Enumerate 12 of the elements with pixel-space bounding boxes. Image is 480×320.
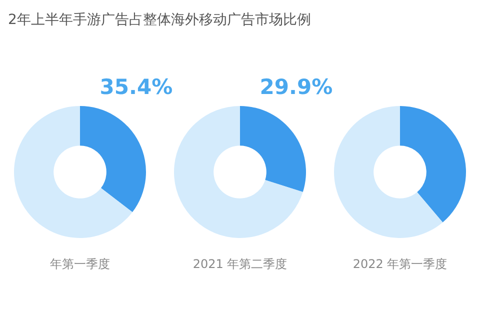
data-label: 35.4%: [100, 75, 173, 99]
donut-slice: [334, 106, 443, 238]
text: 2022 年第一季度: [352, 257, 448, 271]
donut-slice: [80, 106, 146, 212]
donut-slice: [240, 106, 306, 192]
donut-slice: [400, 106, 466, 222]
data-label: 29.9%: [260, 75, 333, 99]
text: 年第一季度: [50, 257, 110, 271]
text: 2021 年第二季度: [192, 257, 288, 271]
donut-slice: [174, 106, 303, 238]
donut-slice: [14, 106, 132, 238]
chart-title: 2年上半年手游广告占整体海外移动广告市场比例: [8, 12, 311, 28]
